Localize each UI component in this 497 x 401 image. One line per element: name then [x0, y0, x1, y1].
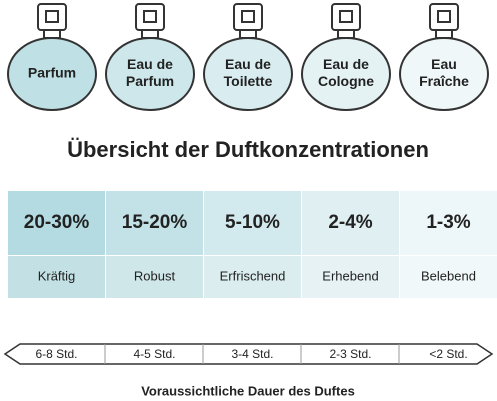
- bottle-label: Toilette: [224, 73, 273, 89]
- descriptor: Kräftig: [38, 268, 76, 283]
- concentration: 2-4%: [328, 212, 372, 233]
- bottle-cap-inner: [437, 10, 451, 23]
- duration: 3-4 Std.: [231, 347, 273, 361]
- bottle-label: Parfum: [28, 65, 76, 81]
- descriptor: Erfrischend: [220, 268, 286, 283]
- concentration-cell: [204, 191, 301, 255]
- descriptor-cell: [8, 256, 105, 298]
- concentration: 20-30%: [24, 212, 90, 233]
- concentration: 1-3%: [426, 212, 470, 233]
- bottle-body: [7, 37, 97, 111]
- bottle-label: Eau de: [127, 56, 173, 72]
- concentration-cell: [8, 191, 105, 255]
- bottle-neck: [239, 29, 257, 39]
- duration: 2-3 Std.: [329, 347, 371, 361]
- descriptor: Robust: [134, 268, 176, 283]
- bottle-cap-inner: [339, 10, 353, 23]
- concentration-cell: [400, 191, 497, 255]
- duration: <2 Std.: [429, 347, 467, 361]
- bottle-cap-inner: [143, 10, 157, 23]
- bottle-label: Eau de: [225, 56, 271, 72]
- bottle-neck: [43, 29, 61, 39]
- footer: Voraussichtliche Dauer des Duftes: [141, 383, 355, 398]
- bottle-body: [301, 37, 391, 111]
- bottle-label: Fraîche: [419, 73, 469, 89]
- descriptor: Belebend: [421, 268, 476, 283]
- descriptor-cell: [302, 256, 399, 298]
- bottle-label: Eau: [431, 56, 457, 72]
- bottle-label: Eau de: [323, 56, 369, 72]
- descriptor-cell: [400, 256, 497, 298]
- bottle-body: [399, 37, 489, 111]
- bottle-label: Parfum: [126, 73, 174, 89]
- bottle-neck: [141, 29, 159, 39]
- title: Übersicht der Duftkonzentrationen: [67, 137, 429, 162]
- concentration-cell: [302, 191, 399, 255]
- bottle-label: Cologne: [318, 73, 374, 89]
- bottle-cap-inner: [241, 10, 255, 23]
- duration: 6-8 Std.: [35, 347, 77, 361]
- duration-arrow: [3, 343, 494, 365]
- descriptor-cell: [106, 256, 203, 298]
- bottle-cap-inner: [45, 10, 59, 23]
- concentration: 5-10%: [225, 212, 280, 233]
- bottle-neck: [435, 29, 453, 39]
- concentration: 15-20%: [122, 212, 188, 233]
- duration: 4-5 Std.: [133, 347, 175, 361]
- descriptor: Erhebend: [322, 268, 378, 283]
- bottle-body: [203, 37, 293, 111]
- bottle-neck: [337, 29, 355, 39]
- concentration-cell: [106, 191, 203, 255]
- descriptor-cell: [204, 256, 301, 298]
- bottle-body: [105, 37, 195, 111]
